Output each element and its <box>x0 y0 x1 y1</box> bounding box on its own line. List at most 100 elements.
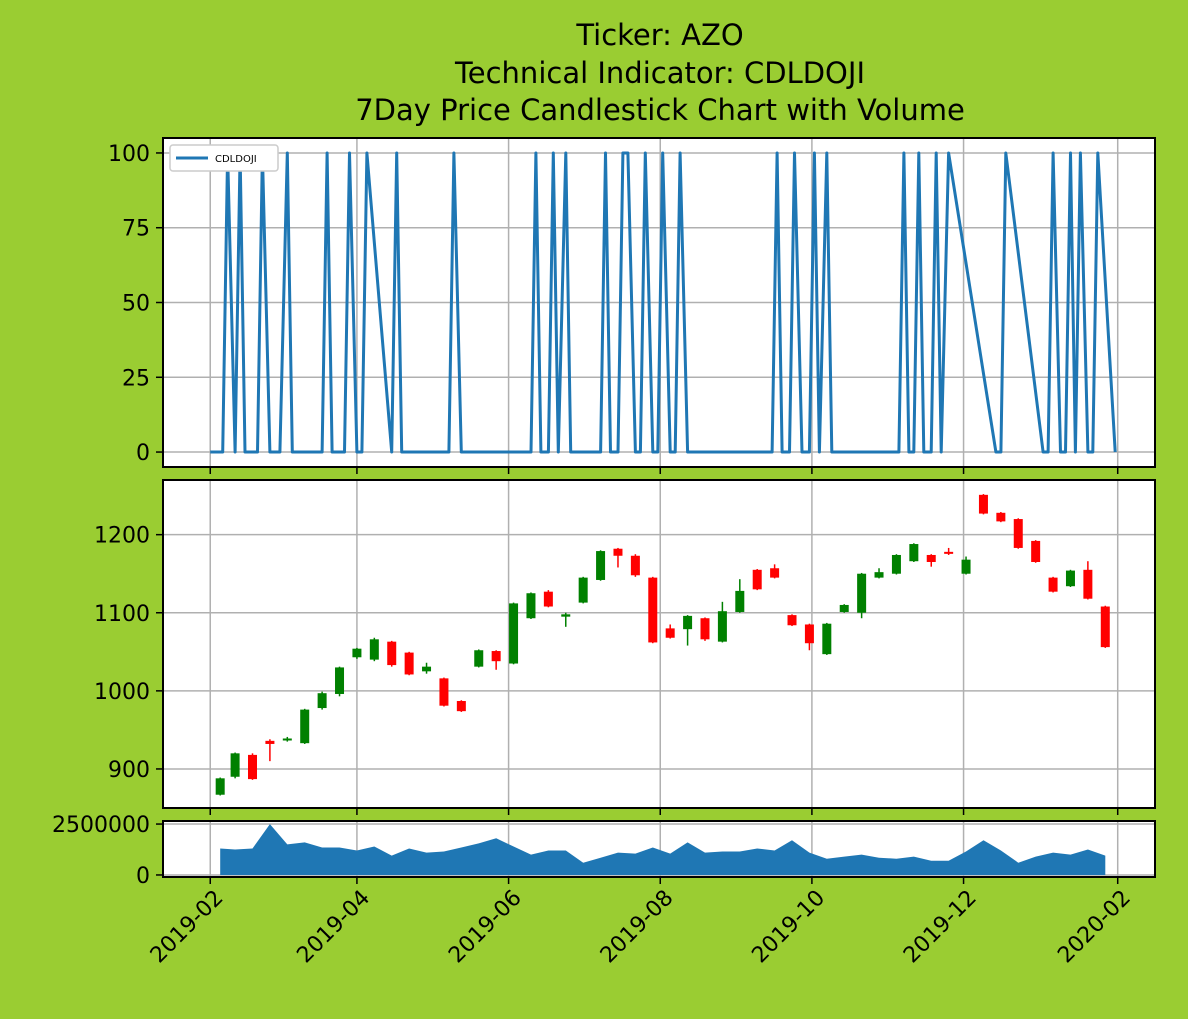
candle <box>1048 576 1058 593</box>
candle-body <box>944 551 954 554</box>
cdldoji-line <box>210 151 1117 454</box>
candle-body <box>491 651 501 662</box>
candle <box>822 622 832 655</box>
candle-body <box>926 554 936 562</box>
y-tick-label: 100 <box>108 142 150 167</box>
y-tick-label: 900 <box>108 758 150 783</box>
y-tick-label: 0 <box>136 441 150 466</box>
indicator-legend: CDLDOJI <box>169 144 279 172</box>
candle <box>857 572 867 619</box>
candle <box>352 647 362 659</box>
candle-body <box>874 572 884 578</box>
candle <box>300 708 310 744</box>
price-panel: 900 1000 1100 1200 <box>94 479 1156 815</box>
candle <box>422 662 432 674</box>
y-tick-label: 1200 <box>94 524 150 549</box>
candle-body <box>1013 519 1023 548</box>
candle-body <box>474 650 484 667</box>
candle-body <box>996 512 1006 522</box>
candle <box>996 512 1006 523</box>
candle <box>683 615 693 646</box>
price-x-ticks <box>209 808 1119 815</box>
candle-body <box>265 740 275 744</box>
candle-body <box>596 551 606 580</box>
candle <box>839 604 849 613</box>
candle <box>1083 561 1093 600</box>
candle <box>648 576 658 644</box>
candle-body <box>352 648 362 658</box>
candle <box>543 590 553 608</box>
candle <box>665 624 675 639</box>
candle-body <box>648 577 658 643</box>
indicator-series <box>210 151 1117 454</box>
candle-body <box>439 678 449 706</box>
y-tick-label: 25 <box>122 366 150 391</box>
candle-body <box>1048 577 1058 592</box>
candle <box>1065 569 1075 587</box>
chart-title-line1: Ticker: AZO <box>575 18 743 52</box>
candle <box>961 556 971 575</box>
candle <box>282 736 292 742</box>
candle-body <box>526 593 536 619</box>
candle-body <box>839 604 849 612</box>
candle-body <box>1083 569 1093 599</box>
y-tick-label: 75 <box>122 217 150 242</box>
candle-body <box>665 628 675 638</box>
candle-body <box>300 709 310 744</box>
candle-body <box>735 590 745 612</box>
candle-body <box>230 753 240 777</box>
volume-y-axis: 0 2500000 <box>52 813 163 889</box>
candle <box>717 601 727 643</box>
legend-box <box>169 144 279 172</box>
indicator-x-ticks <box>209 467 1119 474</box>
price-frame <box>162 479 1156 809</box>
price-candles <box>215 494 1110 796</box>
candle-body <box>561 614 571 617</box>
price-plot-area <box>163 480 1155 808</box>
candle <box>215 777 225 796</box>
candle <box>700 617 710 641</box>
candle-body <box>630 555 640 576</box>
candle-body <box>961 559 971 574</box>
indicator-panel: 0 25 50 75 100 CDLDOJI <box>108 137 1156 474</box>
candle <box>735 579 745 613</box>
candle-body <box>369 639 379 660</box>
candle <box>230 752 240 779</box>
candle <box>752 569 762 591</box>
candle-body <box>891 554 901 574</box>
candle-body <box>770 568 780 578</box>
candle <box>509 602 519 665</box>
candle-body <box>804 624 814 644</box>
y-tick-label: 50 <box>122 292 150 317</box>
indicator-y-axis: 0 25 50 75 100 <box>108 142 163 466</box>
candle-body <box>215 778 225 795</box>
volume-area <box>220 824 1106 875</box>
candle <box>387 640 397 667</box>
candle-body <box>1100 606 1110 648</box>
candle <box>474 649 484 668</box>
candle-body <box>1065 570 1075 587</box>
candle-body <box>1031 540 1041 562</box>
candle <box>874 568 884 579</box>
candle-body <box>248 754 258 780</box>
candle <box>369 637 379 662</box>
candle <box>439 677 449 707</box>
candle <box>578 576 588 604</box>
candle-body <box>717 611 727 642</box>
candle-body <box>857 573 867 613</box>
price-grid <box>163 480 1155 808</box>
candle-body <box>404 652 414 675</box>
candle-body <box>317 693 327 709</box>
candle <box>944 547 954 555</box>
candle <box>456 700 466 712</box>
y-tick-label: 1100 <box>94 602 150 627</box>
candle-body <box>282 738 292 741</box>
candle <box>909 543 919 562</box>
candle <box>526 592 536 620</box>
price-y-axis: 900 1000 1100 1200 <box>94 524 163 783</box>
candle <box>926 554 936 567</box>
candle-body <box>613 548 623 556</box>
candle-body <box>335 667 345 694</box>
candle-body <box>909 544 919 562</box>
